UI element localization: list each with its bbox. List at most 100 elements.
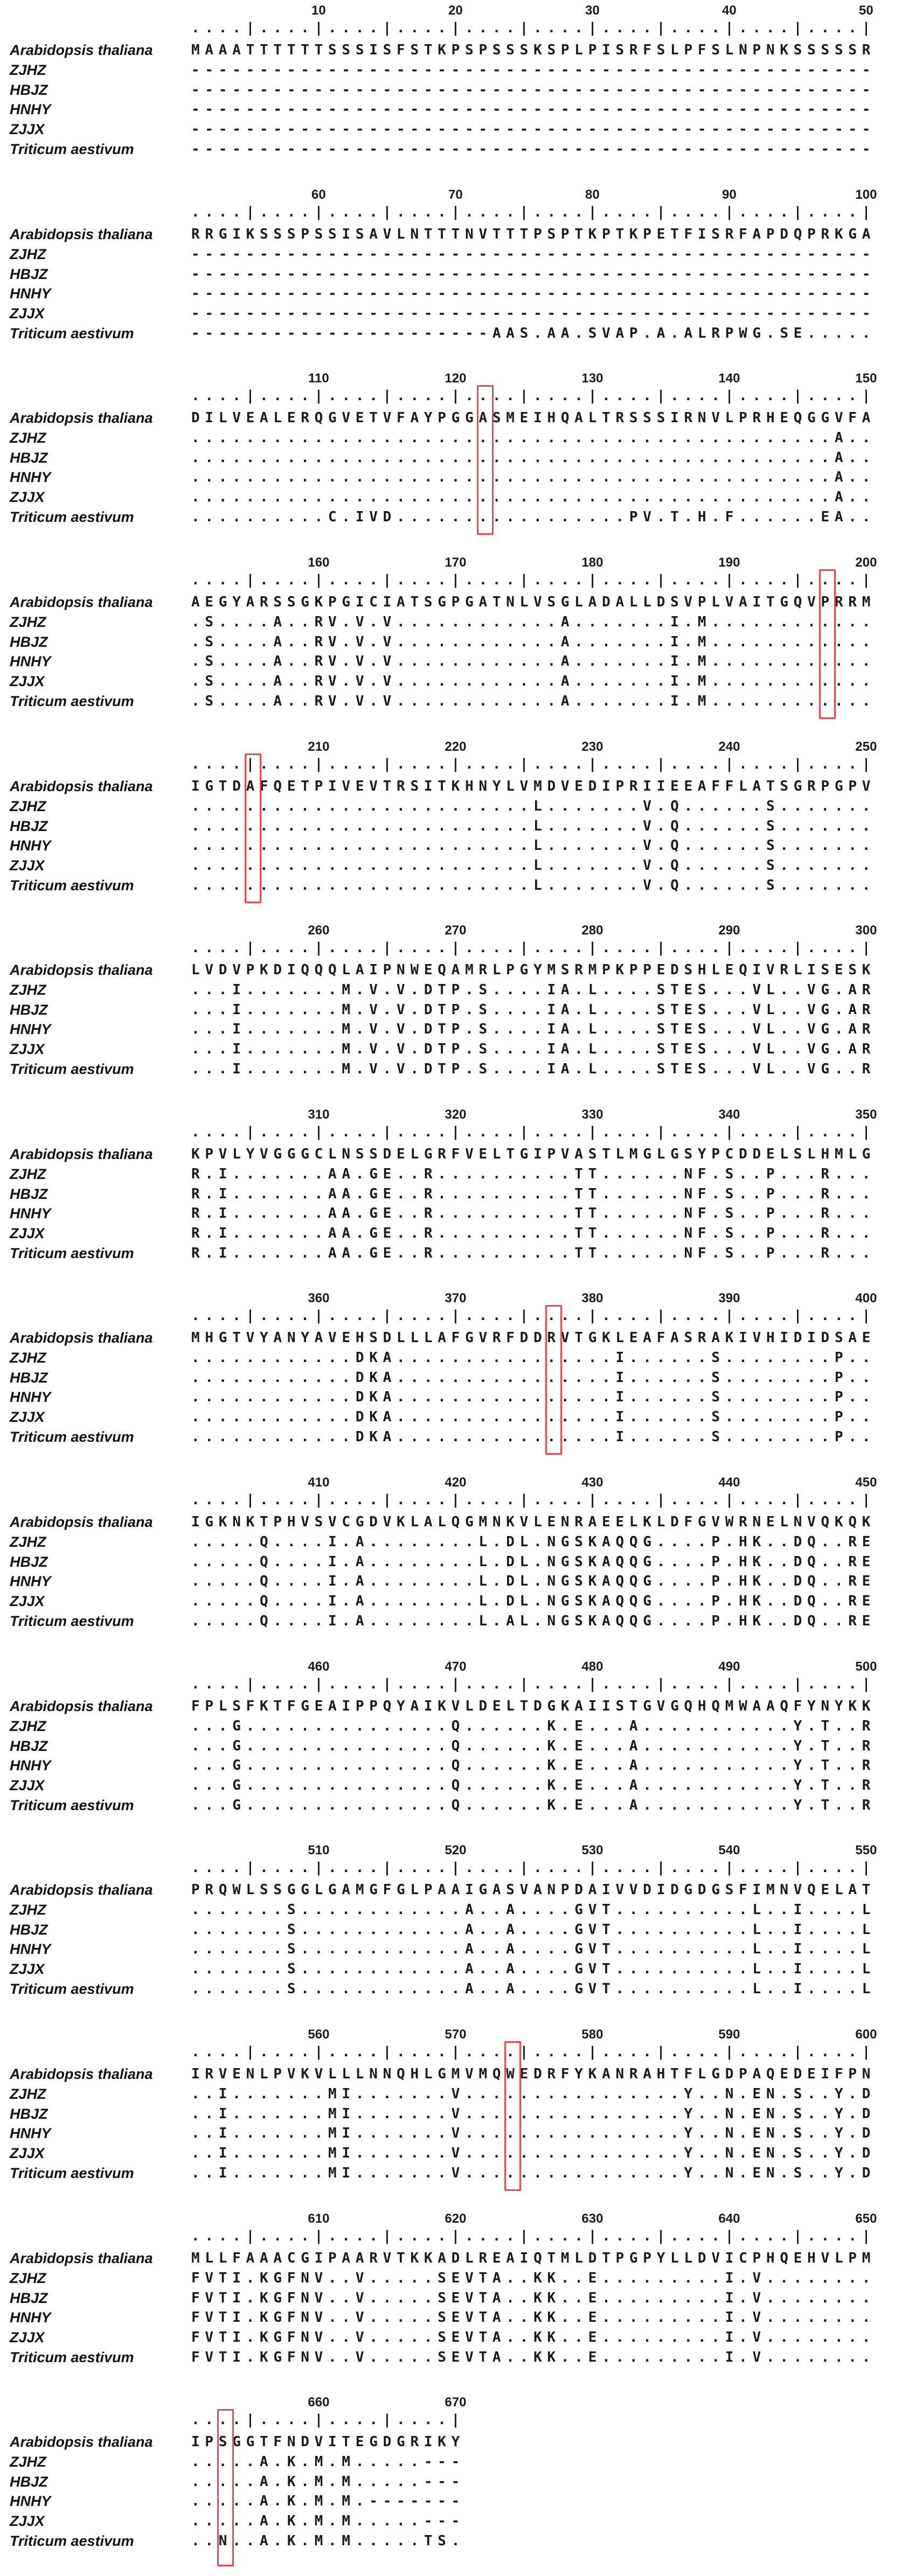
sequence-row: .....Q....I.A........L.DL.NGSKAQQG....P.… [191,1593,876,1609]
alignment-block: 410 420 430 440 450 ....|....|....|....|....|… [0,1472,916,1656]
row-label-arabidopsis-thaliana: Arabidopsis thaliana [10,1330,153,1346]
row-label-zjhz: ZJHZ [10,1534,46,1550]
ruler-ticks: ....|....|....|....|....|....|....|....|… [191,572,876,588]
sequence-row: ----------------------------------------… [191,285,876,302]
ruler-number: 380 [581,1291,603,1306]
row-label-arabidopsis-thaliana: Arabidopsis thaliana [10,2250,153,2266]
sequence-row: ............DKA................I......S.… [191,1429,876,1445]
ruler-ticks: ....|....|....|....|....|....|....|....|… [191,1676,876,1692]
ruler-number: 670 [445,2395,467,2410]
sequence-row: .....Q....I.A........L.DL.NGSKAQQG....P.… [191,1534,876,1550]
sequence-row: ........................................… [191,469,876,485]
ruler-number: 290 [718,923,740,938]
row-label-zjjx: ZJJX [10,305,45,322]
ruler-number: 90 [722,187,737,202]
ruler-number: 270 [445,923,467,938]
row-label-zjjx: ZJJX [10,1593,45,1609]
row-label-hnhy: HNHY [10,285,51,302]
row-label-zjjx: ZJJX [10,673,45,689]
ruler-number: 170 [445,555,467,570]
sequence-row: ...I.......M.V.V.DTP.S....IA.L....STES..… [191,1021,876,1037]
row-label-zjhz: ZJHZ [10,246,46,262]
row-label-zjjx: ZJJX [10,1225,45,1241]
ruler-ticks: ....|....|....|....|....|....|....|....|… [191,1860,876,1876]
row-label-hbjz: HBJZ [10,1922,48,1938]
sequence-row: ----------------------AAS.AA.SVAP.A.ALRP… [191,325,876,341]
sequence-row: .........................L.......V.Q....… [191,877,876,893]
sequence-row: R.I.......AA.GE..R..........TT......NF.S… [191,1205,876,1221]
row-label-hbjz: HBJZ [10,1554,48,1570]
alignment-block: 260 270 280 290 300 ....|....|....|....|....|… [0,920,916,1104]
sequence-row: .S....A..RV.V.V............A.......I.M..… [191,673,876,689]
ruler-number: 620 [445,2211,467,2226]
sequence-row: ...G...............Q......K.E...A.......… [191,1757,876,1774]
row-label-zjhz: ZJHZ [10,798,46,814]
ruler-number: 520 [445,1843,467,1858]
row-label-triticum-aestivum: Triticum aestivum [10,1981,134,1997]
row-label-zjjx: ZJJX [10,489,45,505]
ruler-number: 40 [722,3,737,18]
row-label-triticum-aestivum: Triticum aestivum [10,1429,134,1445]
ruler-number: 540 [718,1843,740,1858]
ruler-number: 230 [581,739,603,754]
ruler-number: 320 [445,1107,467,1122]
row-label-triticum-aestivum: Triticum aestivum [10,141,134,157]
sequence-row: ----------------------------------------… [191,305,876,322]
ruler-number: 660 [308,2395,330,2410]
row-label-hbjz: HBJZ [10,450,48,466]
row-label-arabidopsis-thaliana: Arabidopsis thaliana [10,226,153,242]
ruler-number: 630 [581,2211,603,2226]
sequence-row: .........................L.......V.Q....… [191,857,876,874]
sequence-row: .........................L.......V.Q....… [191,837,876,854]
row-label-triticum-aestivum: Triticum aestivum [10,877,134,893]
alignment-block: 160 170 180 190 200 ....|....|....|....|....|… [0,552,916,736]
row-label-triticum-aestivum: Triticum aestivum [10,1613,134,1629]
sequence-row: ...I.......M.V.V.DTP.S....IA.L....STES..… [191,1002,876,1018]
row-label-hnhy: HNHY [10,1757,51,1774]
sequence-row: FVTI.KGFNV..V.....SEVTA..KK..E.........I… [191,2349,876,2365]
row-label-zjhz: ZJHZ [10,1166,46,1182]
row-label-zjhz: ZJHZ [10,982,46,998]
row-label-zjhz: ZJHZ [10,2086,46,2102]
sequence-row: ----------------------------------------… [191,266,876,282]
sequence-row: DILVEALERQGVETVFAYPGGASMEIHQALTRSSSIRNVL… [191,410,876,426]
ruler-number: 530 [581,1843,603,1858]
sequence-row: IGTDAFQETPIVEVTRSITKHNYLVMDVEDIPRIIEEAFF… [191,778,876,794]
ruler-ticks: ....|....|....|....|....|....|....|....|… [191,1124,876,1140]
row-label-hnhy: HNHY [10,653,51,669]
sequence-row: .S....A..RV.V.V............A.......I.M..… [191,653,876,669]
row-label-hnhy: HNHY [10,2493,51,2509]
ruler-number: 510 [308,1843,330,1858]
sequence-row: .......S............A..A....GVT.........… [191,1941,876,1957]
row-label-arabidopsis-thaliana: Arabidopsis thaliana [10,1146,153,1162]
ruler-number: 30 [585,3,600,18]
ruler-number: 140 [718,371,740,386]
ruler-number: 420 [445,1475,467,1490]
ruler-number: 570 [445,2027,467,2042]
sequence-row: FPLSFKTFGEAIPPQYAIKVLDELTDGKAIISTGVGQHQM… [191,1698,876,1714]
row-label-zjhz: ZJHZ [10,1902,46,1918]
alignment-block: 210 220 230 240 250 ....|....|....|....|....|… [0,736,916,920]
sequence-row: MAAATTTTTTSSSISFSTKPSPSSSKSPLPISRFSLPFSL… [191,42,876,58]
alignment-block: 110 120 130 140 150 ....|....|....|....|....|… [0,368,916,551]
row-label-triticum-aestivum: Triticum aestivum [10,1797,134,1813]
sequence-row: ...I.......M.V.V.DTP.S....IA.L....STES..… [191,1061,876,1077]
row-label-zjjx: ZJJX [10,2329,45,2345]
ruler-number: 100 [855,187,877,202]
ruler-number: 590 [718,2027,740,2042]
row-label-triticum-aestivum: Triticum aestivum [10,1061,134,1077]
highlight-box [477,385,494,535]
ruler-number: 410 [308,1475,330,1490]
row-label-triticum-aestivum: Triticum aestivum [10,693,134,709]
sequence-row: .........................L.......V.Q....… [191,818,876,834]
sequence-row: ----------------------------------------… [191,121,876,137]
sequence-row: .....Q....I.A........L.DL.NGSKAQQG....P.… [191,1554,876,1570]
sequence-row: FVTI.KGFNV..V.....SEVTA..KK..E.........I… [191,2290,876,2306]
sequence-row: ----------------------------------------… [191,62,876,78]
row-label-triticum-aestivum: Triticum aestivum [10,2349,134,2365]
row-label-arabidopsis-thaliana: Arabidopsis thaliana [10,778,153,794]
row-label-triticum-aestivum: Triticum aestivum [10,325,134,341]
row-label-hnhy: HNHY [10,469,51,485]
sequence-row: AEGYARSSGKPGICIATSGPGATNLVSGLADALLDSVPLV… [191,594,876,610]
sequence-row: RRGIKSSSPSSISAVLNTTTNVTTTPSPTKPTKPETFISR… [191,226,876,242]
